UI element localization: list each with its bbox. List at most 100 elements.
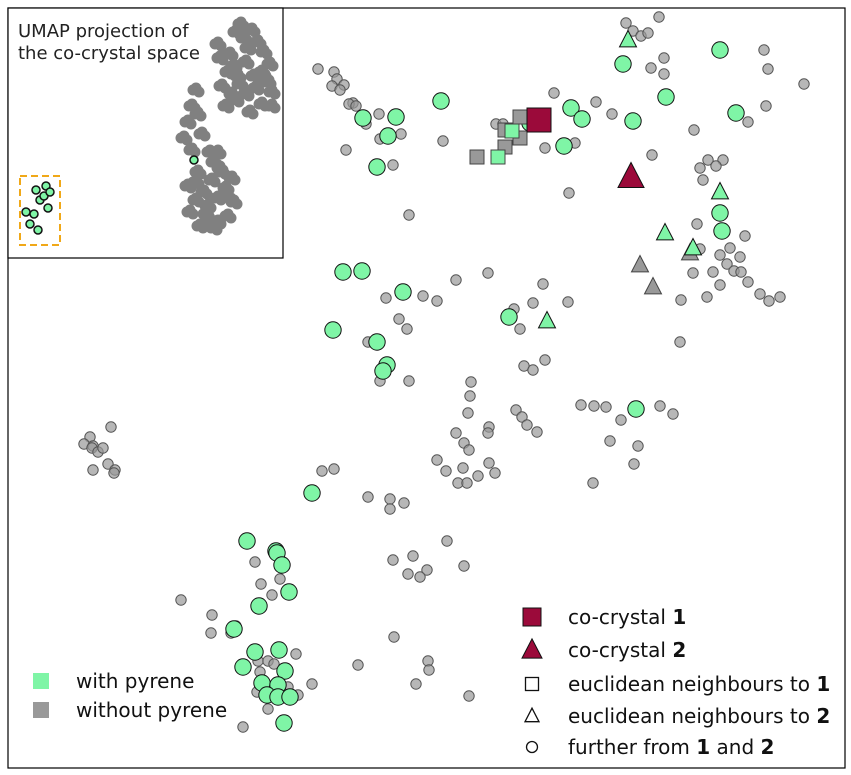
point-further-without-pyrene	[724, 242, 736, 254]
point-further-without-pyrene	[87, 464, 99, 476]
point-further-without-pyrene	[537, 278, 549, 290]
legend-label-hollow-circle: further from 1 and 2	[568, 735, 774, 759]
point-further-without-pyrene	[645, 62, 657, 74]
point-further-without-pyrene	[707, 266, 719, 278]
inset-point-gray	[253, 98, 265, 110]
point-further-without-pyrene	[710, 160, 722, 172]
point-neighbour-2-with-pyrene	[683, 237, 703, 256]
point-further-without-pyrene	[658, 52, 670, 64]
point-further-with-pyrene	[238, 532, 256, 550]
legend-text: euclidean neighbours to	[568, 672, 816, 696]
point-further-without-pyrene	[658, 68, 670, 80]
point-further-with-pyrene	[280, 583, 298, 601]
inset-point-gray	[219, 210, 231, 222]
point-further-without-pyrene	[674, 336, 686, 348]
point-further-without-pyrene	[393, 313, 405, 325]
point-further-without-pyrene	[516, 411, 528, 423]
inset-point-gray	[253, 66, 265, 78]
point-further-without-pyrene	[702, 154, 714, 166]
point-further-without-pyrene	[606, 108, 618, 120]
point-further-without-pyrene	[563, 187, 575, 199]
point-cocrystal-2	[617, 161, 645, 189]
point-further-without-pyrene	[735, 266, 747, 278]
inset-point-gray	[263, 100, 275, 112]
inset-point-gray	[229, 70, 241, 82]
point-further-without-pyrene	[403, 209, 415, 221]
inset-point-gray	[183, 144, 195, 156]
point-further-without-pyrene	[268, 658, 280, 670]
point-further-without-pyrene	[758, 44, 770, 56]
point-further-without-pyrene	[527, 297, 539, 309]
point-further-with-pyrene	[303, 484, 321, 502]
point-further-without-pyrene	[754, 288, 766, 300]
point-further-without-pyrene	[714, 249, 726, 261]
point-further-without-pyrene	[274, 573, 286, 585]
point-neighbour-2-with-pyrene	[655, 222, 675, 241]
further-without-pyrene-series	[78, 11, 810, 733]
inset-point-gray	[209, 38, 221, 50]
point-cocrystal-1	[526, 107, 552, 133]
point-further-without-pyrene	[384, 503, 396, 515]
point-further-without-pyrene	[798, 78, 810, 90]
legend-text: and	[710, 735, 760, 759]
point-further-without-pyrene	[667, 408, 679, 420]
point-further-without-pyrene	[417, 290, 429, 302]
point-further-with-pyrene	[562, 99, 580, 117]
inset-point-gray	[201, 146, 213, 158]
point-further-without-pyrene	[255, 578, 267, 590]
point-further-without-pyrene	[395, 128, 407, 140]
point-further-without-pyrene	[414, 571, 426, 583]
point-further-without-pyrene	[742, 276, 754, 288]
point-further-without-pyrene	[464, 390, 476, 402]
legend-number: 1	[696, 735, 710, 759]
point-further-without-pyrene	[457, 462, 469, 474]
inset-point-gray	[227, 26, 239, 38]
inset-point-gray	[221, 48, 233, 60]
point-further-without-pyrene	[646, 149, 658, 161]
inset-point-gray	[193, 128, 205, 140]
point-further-with-pyrene	[711, 204, 729, 222]
inset-point-gray	[181, 206, 193, 218]
inset-point-cocrystal	[45, 187, 55, 197]
point-further-without-pyrene	[403, 375, 415, 387]
point-further-without-pyrene	[472, 470, 484, 482]
legend-text: co-crystal	[568, 638, 672, 662]
legend-text: co-crystal	[568, 605, 672, 629]
point-further-with-pyrene	[275, 714, 293, 732]
inset-title: UMAP projection of the co-crystal space	[18, 21, 200, 64]
point-further-with-pyrene	[379, 127, 397, 145]
point-further-without-pyrene	[387, 159, 399, 171]
inset-point-gray	[191, 220, 203, 232]
point-further-without-pyrene	[714, 279, 726, 291]
legend-label-hollow-square: euclidean neighbours to 1	[568, 672, 830, 696]
inset-cluster-points	[21, 16, 281, 236]
inset-point-gray	[203, 174, 215, 186]
point-further-without-pyrene	[437, 135, 449, 147]
inset-point-gray	[187, 84, 199, 96]
point-further-with-pyrene	[555, 137, 573, 155]
point-further-without-pyrene	[482, 427, 494, 439]
point-further-without-pyrene	[628, 458, 640, 470]
point-further-without-pyrene	[489, 467, 501, 479]
point-further-without-pyrene	[384, 493, 396, 505]
point-further-without-pyrene	[461, 477, 473, 489]
point-further-without-pyrene	[431, 295, 443, 307]
legend-marker-cocrystal-1	[522, 607, 542, 627]
legend-text: euclidean neighbours to	[568, 704, 816, 728]
point-further-without-pyrene	[760, 100, 772, 112]
legend-label-filled-square: co-crystal 1	[568, 605, 686, 629]
point-further-with-pyrene	[281, 688, 299, 706]
point-further-without-pyrene	[380, 292, 392, 304]
inset-title-line: the co-crystal space	[18, 43, 200, 64]
inset-point-gray	[189, 108, 201, 120]
point-further-without-pyrene	[588, 400, 600, 412]
point-further-without-pyrene	[249, 556, 261, 568]
legend-label-without_pyrene: without pyrene	[76, 698, 227, 722]
point-further-without-pyrene	[620, 17, 632, 29]
point-neighbour-1-with-pyrene	[504, 123, 520, 139]
inset-point-cocrystal	[43, 203, 53, 213]
point-further-without-pyrene	[697, 174, 709, 186]
point-further-without-pyrene	[687, 267, 699, 279]
